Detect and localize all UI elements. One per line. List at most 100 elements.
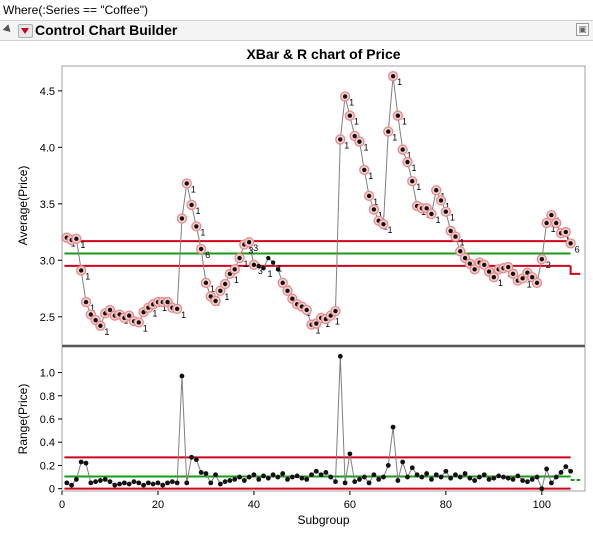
average-point[interactable] (530, 275, 535, 280)
red-triangle-menu-icon[interactable] (18, 24, 33, 38)
range-point[interactable] (217, 481, 223, 487)
range-point[interactable] (304, 476, 310, 482)
average-point[interactable] (237, 255, 242, 261)
average-point[interactable] (352, 133, 357, 139)
range-point[interactable] (568, 468, 574, 474)
range-point[interactable] (141, 482, 146, 488)
average-point[interactable] (304, 307, 309, 313)
range-point[interactable] (174, 480, 180, 486)
average-point[interactable] (333, 308, 338, 314)
range-point[interactable] (328, 474, 334, 480)
range-point[interactable] (337, 353, 343, 359)
range-point[interactable] (88, 480, 94, 486)
average-point[interactable] (362, 167, 367, 173)
average-point[interactable] (222, 281, 228, 287)
range-point[interactable] (299, 475, 305, 481)
range-point[interactable] (429, 476, 434, 482)
average-point[interactable] (275, 267, 281, 272)
average-point[interactable] (462, 255, 468, 261)
average-point[interactable] (232, 267, 237, 272)
range-point[interactable] (462, 471, 468, 476)
range-point[interactable] (501, 474, 506, 480)
range-point[interactable] (529, 476, 535, 482)
average-point[interactable] (371, 207, 377, 212)
range-point[interactable] (73, 476, 79, 482)
average-point[interactable] (434, 188, 439, 193)
average-point[interactable] (554, 220, 559, 226)
range-point[interactable] (203, 471, 209, 476)
average-point[interactable] (194, 224, 199, 229)
average-point[interactable] (189, 202, 194, 208)
range-point[interactable] (553, 474, 559, 480)
average-point[interactable] (314, 321, 319, 326)
range-point[interactable] (155, 480, 161, 486)
average-point[interactable] (448, 228, 453, 234)
average-point[interactable] (342, 94, 348, 99)
average-point[interactable] (520, 276, 525, 281)
average-point[interactable] (256, 263, 261, 269)
range-point[interactable] (448, 475, 454, 481)
average-point[interactable] (424, 206, 429, 211)
range-point[interactable] (347, 451, 353, 457)
average-point[interactable] (510, 271, 516, 277)
range-point[interactable] (121, 480, 127, 486)
average-point[interactable] (280, 280, 285, 286)
range-point[interactable] (246, 474, 252, 480)
range-point[interactable] (261, 473, 266, 479)
close-report-icon[interactable]: ▣ (576, 23, 589, 36)
range-point[interactable] (352, 479, 358, 485)
average-point[interactable] (506, 264, 511, 270)
average-point[interactable] (338, 137, 343, 142)
average-point[interactable] (174, 306, 180, 312)
range-point[interactable] (549, 480, 554, 486)
average-point[interactable] (198, 246, 204, 252)
average-point[interactable] (213, 298, 218, 304)
range-point[interactable] (371, 472, 377, 478)
average-point[interactable] (549, 212, 554, 218)
range-point[interactable] (544, 466, 550, 472)
range-point[interactable] (160, 482, 166, 488)
range-point[interactable] (136, 480, 142, 486)
range-point[interactable] (491, 475, 497, 481)
average-point[interactable] (126, 313, 132, 318)
range-point[interactable] (357, 476, 362, 482)
range-point[interactable] (520, 478, 526, 483)
average-point[interactable] (405, 159, 410, 165)
average-point[interactable] (429, 211, 434, 217)
range-point[interactable] (395, 478, 401, 483)
range-point[interactable] (265, 475, 271, 481)
average-point[interactable] (410, 179, 415, 184)
range-point[interactable] (184, 480, 190, 486)
range-point[interactable] (381, 474, 386, 480)
range-point[interactable] (496, 473, 502, 479)
range-point[interactable] (256, 476, 262, 482)
average-point[interactable] (386, 129, 391, 134)
range-point[interactable] (486, 476, 492, 482)
range-point[interactable] (102, 476, 108, 482)
average-point[interactable] (390, 73, 396, 79)
range-point[interactable] (285, 476, 290, 482)
average-point[interactable] (472, 267, 477, 272)
average-point[interactable] (74, 236, 79, 242)
average-point[interactable] (165, 299, 170, 305)
range-point[interactable] (477, 474, 482, 480)
range-point[interactable] (424, 471, 430, 476)
range-point[interactable] (93, 479, 98, 485)
range-point[interactable] (534, 474, 540, 480)
range-point[interactable] (443, 468, 449, 474)
range-point[interactable] (405, 474, 410, 480)
range-point[interactable] (97, 478, 103, 483)
average-point[interactable] (534, 280, 540, 286)
average-point[interactable] (290, 296, 295, 301)
average-point[interactable] (400, 147, 405, 152)
range-point[interactable] (117, 481, 122, 487)
range-point[interactable] (438, 474, 444, 480)
average-point[interactable] (136, 320, 141, 325)
average-point[interactable] (438, 198, 444, 203)
range-point[interactable] (433, 472, 439, 478)
average-point[interactable] (482, 262, 487, 268)
range-point[interactable] (83, 460, 89, 466)
range-point[interactable] (419, 474, 425, 480)
range-point[interactable] (318, 472, 324, 478)
range-point[interactable] (342, 480, 348, 486)
